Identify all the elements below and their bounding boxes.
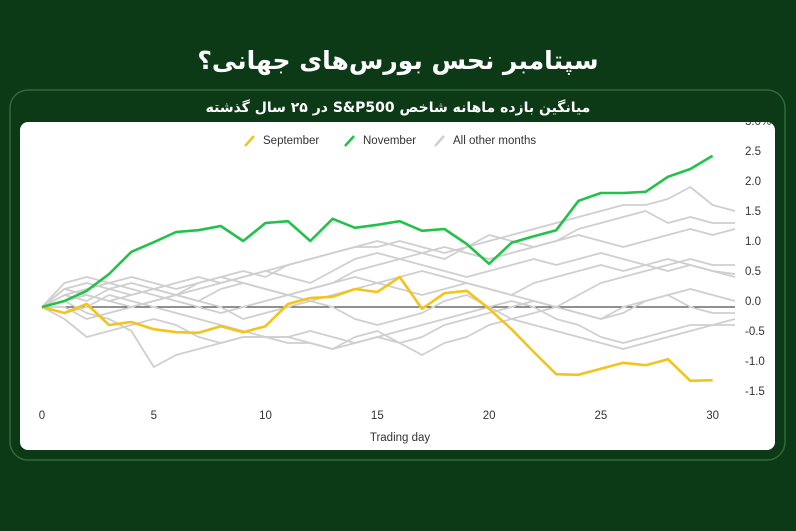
chart-card xyxy=(20,122,775,450)
series-line xyxy=(41,252,736,308)
series-line xyxy=(41,294,735,350)
title: سپتامبر نحس بورس‌های جهانی؟ xyxy=(197,46,598,76)
x-tick-label: 0 xyxy=(39,410,45,422)
y-tick-label: 2.0 xyxy=(745,176,761,188)
y-tick-label: 1.5 xyxy=(745,206,761,218)
frame xyxy=(9,89,786,461)
y-tick-label: 0.0 xyxy=(745,296,761,308)
x-tick-label: 25 xyxy=(594,410,607,422)
legend-swatch xyxy=(434,135,445,147)
plot: -1.5 -1.0 -0.5 0.0 0.5 1.0 1.5 2.0 2.5 3.0% 0 5 10 15… xyxy=(39,116,771,422)
y-tick-label: -0.5 xyxy=(745,326,765,338)
x-tick-label: 30 xyxy=(706,410,719,422)
series-line xyxy=(41,294,735,356)
x-tick-label: 5 xyxy=(151,410,157,422)
x-tick-label: 10 xyxy=(259,410,272,422)
series-line xyxy=(41,300,736,368)
legend-swatch xyxy=(244,135,255,147)
legend-swatch xyxy=(344,135,355,147)
series-line xyxy=(41,275,713,383)
x-tick-label: 15 xyxy=(371,410,384,422)
y-tick-label: -1.5 xyxy=(745,386,765,398)
subtitle: میانگین بازده ماهانه شاخص S&P500 در ۲۵ س… xyxy=(206,99,591,116)
series-line xyxy=(41,154,714,309)
legend-label: September xyxy=(263,135,319,147)
y-tick-label: 3.0% xyxy=(745,116,771,128)
x-axis-label: Trading day xyxy=(370,432,431,444)
x-tick-label: 20 xyxy=(483,410,496,422)
legend-label: November xyxy=(363,135,416,147)
y-tick-label: 1.0 xyxy=(745,236,761,248)
series-line xyxy=(41,270,736,320)
y-tick-label: 0.5 xyxy=(745,266,761,278)
legend-label: All other months xyxy=(453,135,536,147)
series-line xyxy=(42,258,735,326)
y-tick-label: -1.0 xyxy=(745,356,765,368)
y-tick-label: 2.5 xyxy=(745,146,761,158)
